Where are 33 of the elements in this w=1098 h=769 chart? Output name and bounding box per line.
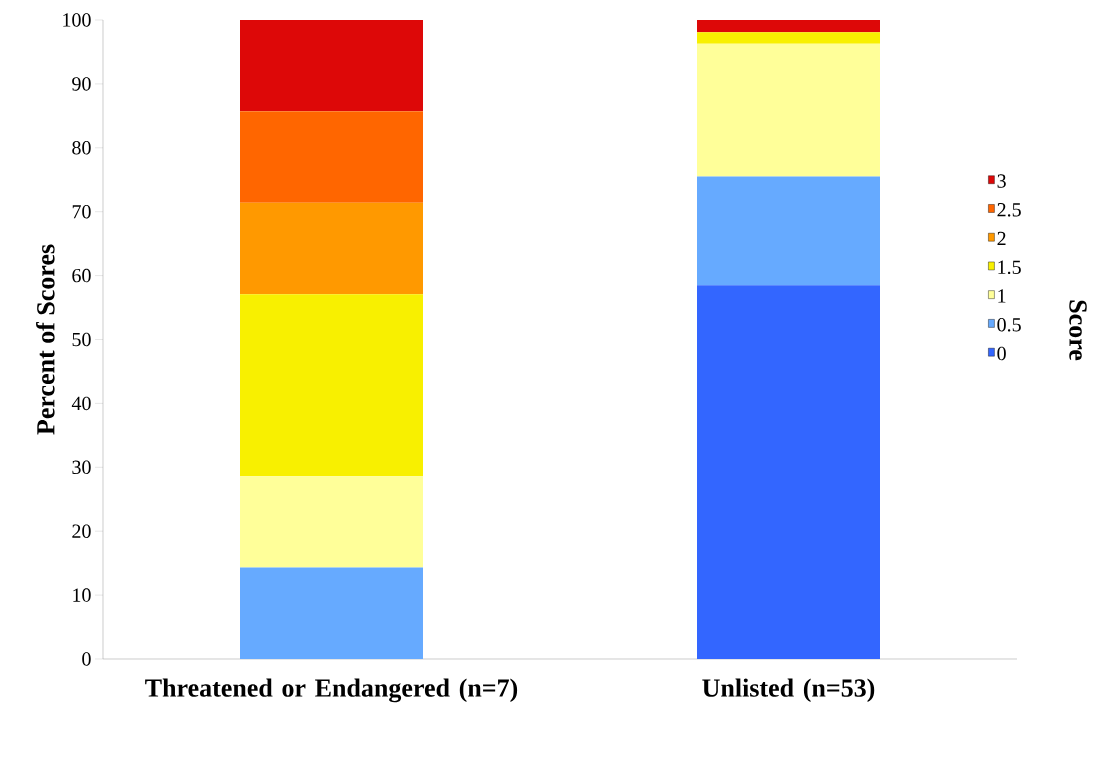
bar [240,476,423,568]
bar [240,19,423,112]
y-tick-label: 90 [72,77,91,91]
legend-label: 0 [997,346,1006,361]
y-tick-label: 20 [72,524,91,538]
bar [697,32,880,44]
y-axis-title: Percent of Scores [36,244,55,435]
bar [697,19,880,33]
x-tick-label: Unlisted (n=53) [702,678,875,703]
legend-label: 1.5 [998,260,1021,275]
bar [240,567,423,659]
y-tick-label: 10 [73,588,91,602]
y-tick-label: 40 [71,396,91,411]
y-tick-label: 60 [72,268,91,283]
bar [697,176,880,286]
y-tick-label: 0 [82,652,91,666]
legend-label: 2.5 [997,203,1021,217]
legend-label: 3 [997,174,1006,188]
legend-label: 0.5 [997,318,1021,332]
bar [697,285,880,659]
x-tick-label: Threatened or Endangered (n=7) [145,678,518,703]
legend-title: Score [1069,300,1087,361]
bar [240,111,423,203]
legend-label: 2 [997,231,1006,246]
y-tick-label: 100 [63,13,91,27]
y-tick-label: 80 [72,141,91,155]
legend-label: 1 [998,289,1006,303]
bar [240,202,423,295]
y-tick-label: 70 [72,204,91,219]
bar [240,294,423,477]
y-tick-label: 50 [72,332,91,347]
y-tick-label: 30 [72,460,91,475]
bar [697,43,880,177]
